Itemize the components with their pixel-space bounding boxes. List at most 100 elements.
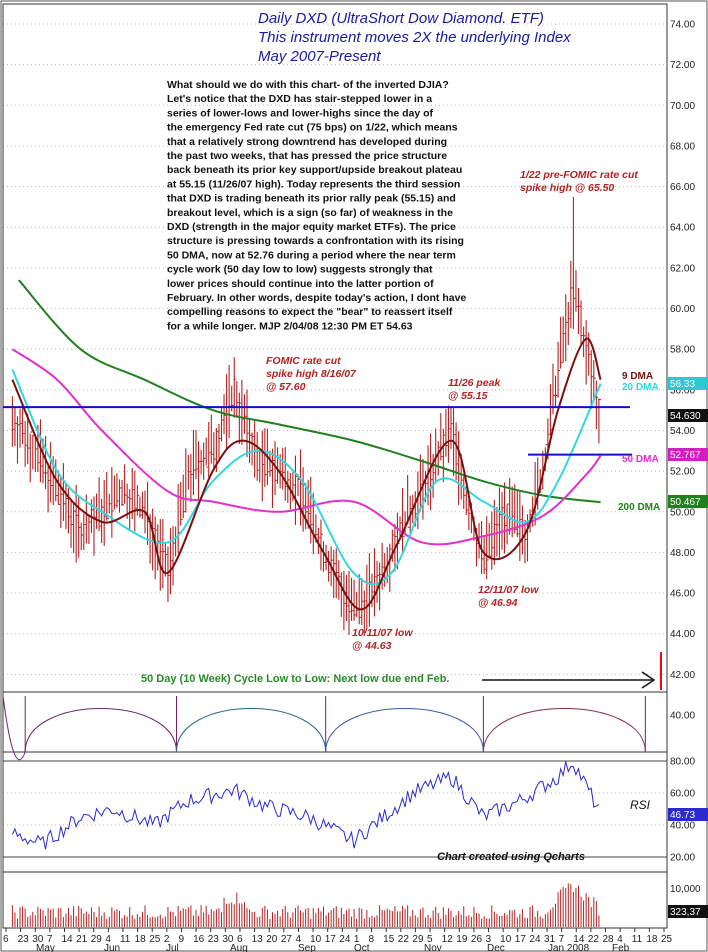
commentary-line: cycle work (50 day low to low) suggests … bbox=[167, 264, 433, 276]
annotation-fomic-aug: FOMIC rate cut spike high 8/16/07 @ 57.6… bbox=[266, 355, 357, 393]
anno-fomic-jan-2: spike high @ 65.50 bbox=[520, 182, 614, 194]
cycle-arc bbox=[175, 708, 327, 753]
date-tick-label: 20 bbox=[266, 934, 278, 945]
anno-fomic-aug-3: @ 57.60 bbox=[266, 381, 306, 393]
month-label: Jul bbox=[166, 943, 179, 952]
commentary-line: lower prices should continue into the la… bbox=[167, 278, 434, 290]
date-tick-label: 26 bbox=[471, 934, 483, 945]
date-tick-label: 18 bbox=[135, 934, 147, 945]
date-tick-label: 5 bbox=[427, 934, 433, 945]
commentary-line: the past two weeks, that has pressed the… bbox=[167, 150, 447, 162]
date-tick-label: 25 bbox=[661, 934, 673, 945]
date-tick-label: 12 bbox=[442, 934, 454, 945]
date-axis-ticks: 6 23 30 7 14 21 29 4 11 18 25 2 9 16 23 30 6 13 20 27 4 10 17 2… bbox=[3, 928, 673, 952]
price-tick-label: 58.00 bbox=[670, 345, 695, 356]
chart-title: Daily DXD (UltraShort Dow Diamond. ETF) … bbox=[258, 10, 571, 65]
price-tick-label: 46.00 bbox=[670, 589, 695, 600]
badge-dma50-text: 52.767 bbox=[670, 450, 701, 461]
dma50-line bbox=[11, 348, 602, 546]
anno-peak-nov-2: @ 55.15 bbox=[448, 390, 488, 402]
badge-volume-text: 323,37 bbox=[670, 907, 701, 918]
commentary-line: DXD (strength in the major equity market… bbox=[167, 221, 456, 233]
anno-fomic-aug-2: spike high 8/16/07 bbox=[266, 368, 357, 380]
rsi-tick-label: 20.00 bbox=[670, 853, 695, 864]
rsi-line bbox=[11, 761, 600, 850]
cycle-panel bbox=[2, 695, 646, 761]
price-tick-label: 64.00 bbox=[670, 223, 695, 234]
chart-credit: Chart created using Qcharts bbox=[437, 851, 585, 863]
date-tick-label: 2 bbox=[164, 934, 170, 945]
month-label: Sep bbox=[298, 943, 316, 952]
date-tick-label: 17 bbox=[515, 934, 527, 945]
price-tick-label: 74.00 bbox=[670, 20, 695, 31]
commentary-line: that DXD is trading beneath its prior ra… bbox=[167, 193, 456, 205]
date-tick-label: 30 bbox=[32, 934, 44, 945]
label-200dma: 200 DMA bbox=[618, 502, 660, 513]
date-tick-label: 24 bbox=[529, 934, 541, 945]
commentary-line: structure is pressing towards a confront… bbox=[167, 235, 464, 247]
date-tick-label: 16 bbox=[193, 934, 205, 945]
month-label: Oct bbox=[354, 943, 370, 952]
date-tick-label: 3 bbox=[486, 934, 492, 945]
price-tick-label: 56.00 bbox=[670, 385, 695, 396]
price-tick-label: 72.00 bbox=[670, 60, 695, 71]
commentary-line: February. In other words, despite today'… bbox=[167, 292, 466, 304]
commentary-line: 50 DMA, now at 52.76 during a period whe… bbox=[167, 249, 456, 261]
commentary-line: for a while longer. MJP 2/04/08 12:30 PM… bbox=[167, 320, 413, 332]
cycle-arc bbox=[24, 708, 177, 753]
month-label: Jan 2008 bbox=[548, 943, 590, 952]
price-tick-label: 62.00 bbox=[670, 263, 695, 274]
date-tick-label: 17 bbox=[325, 934, 337, 945]
date-tick-label: 6 bbox=[237, 934, 243, 945]
annotation-fomic-jan: 1/22 pre-FOMIC rate cut spike high @ 65.… bbox=[520, 169, 638, 194]
badge-price-text: 54.630 bbox=[670, 411, 701, 422]
date-tick-label: 11 bbox=[120, 934, 131, 945]
cycle-arc bbox=[482, 708, 646, 753]
label-50dma: 50 DMA bbox=[622, 454, 659, 465]
annotation-low-oct: 10/11/07 low @ 44.63 bbox=[352, 627, 413, 652]
rsi-label: RSI bbox=[630, 798, 651, 812]
title-line-1: Daily DXD (UltraShort Dow Diamond. ETF) bbox=[258, 10, 544, 27]
anno-peak-nov-1: 11/26 peak bbox=[448, 377, 502, 389]
price-tick-label: 60.00 bbox=[670, 304, 695, 315]
date-tick-label: 7 bbox=[559, 934, 565, 945]
commentary-line: compelling reasons to expect the "bear" … bbox=[167, 306, 453, 318]
price-tick-label: 70.00 bbox=[670, 101, 695, 112]
rsi-panel bbox=[11, 761, 600, 850]
badge-dma20: 56.33 bbox=[668, 377, 708, 390]
volume-tick-label: 10,000 bbox=[670, 884, 701, 895]
rsi-tick-label: 40.00 bbox=[670, 821, 695, 832]
date-tick-label: 6 bbox=[3, 934, 9, 945]
month-label: May bbox=[36, 943, 55, 952]
anno-fomic-jan-1: 1/22 pre-FOMIC rate cut bbox=[520, 169, 638, 181]
price-tick-label: 52.00 bbox=[670, 467, 695, 478]
badge-price: 54.630 bbox=[668, 409, 708, 422]
price-tick-label: 50.00 bbox=[670, 507, 695, 518]
dma20-line bbox=[11, 369, 602, 586]
date-tick-label: 13 bbox=[252, 934, 264, 945]
price-axis-ticks: 74.00 72.00 70.00 68.00 66.00 64.00 62.00 60.00… bbox=[670, 20, 701, 896]
price-tick-label: 40.00 bbox=[670, 711, 695, 722]
price-tick-label: 54.00 bbox=[670, 426, 695, 437]
date-tick-label: 30 bbox=[222, 934, 234, 945]
date-tick-label: 4 bbox=[617, 934, 623, 945]
cycle-arc bbox=[2, 695, 26, 761]
badge-volume: 323,37 bbox=[668, 905, 708, 918]
date-tick-label: 27 bbox=[281, 934, 293, 945]
badge-dma200: 50.467 bbox=[668, 495, 708, 508]
month-label: Dec bbox=[487, 943, 505, 952]
rsi-tick-label: 80.00 bbox=[670, 757, 695, 768]
price-tick-label: 68.00 bbox=[670, 141, 695, 152]
date-tick-label: 14 bbox=[61, 934, 73, 945]
commentary: What should we do with this chart- of th… bbox=[167, 79, 466, 332]
dma9-line bbox=[11, 337, 602, 611]
commentary-line: at 55.15 (11/26/07 high). Today represen… bbox=[167, 178, 460, 190]
month-label: Nov bbox=[424, 943, 442, 952]
price-tick-label: 44.00 bbox=[670, 629, 695, 640]
badge-rsi: 46.73 bbox=[668, 808, 708, 821]
price-tick-label: 42.00 bbox=[670, 670, 695, 681]
date-tick-label: 29 bbox=[91, 934, 103, 945]
key-levels bbox=[3, 406, 632, 456]
